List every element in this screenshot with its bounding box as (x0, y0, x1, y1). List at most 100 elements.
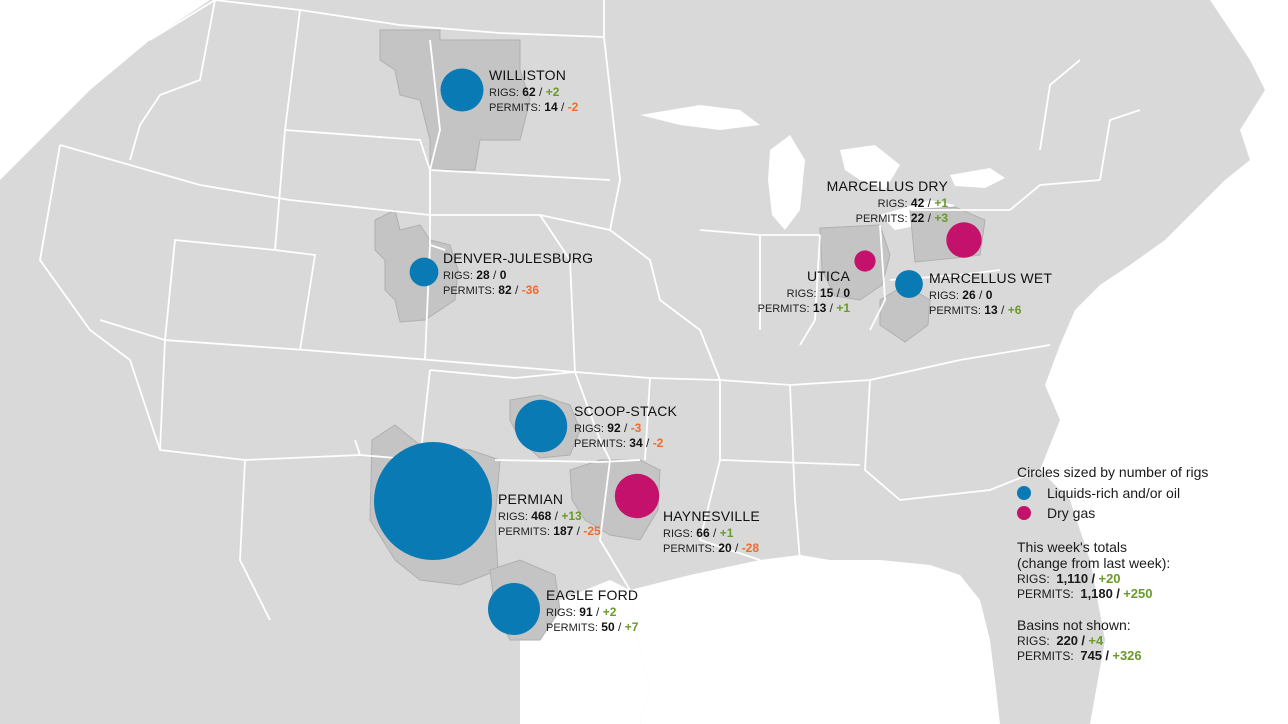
rigs-change: +2 (602, 604, 617, 619)
permits-key: PERMITS: (663, 543, 715, 556)
permits-change: -28 (741, 541, 760, 556)
not-shown-rigs-value: 220 (1056, 633, 1079, 648)
permits-change: +3 (934, 211, 948, 226)
rigs-change: 0 (985, 287, 993, 302)
permits-change: -2 (567, 100, 579, 115)
label-williston: WILLISTON RIGS: 62 / +2 PERMITS: 14 / -2 (489, 67, 578, 116)
basin-name: PERMIAN (498, 491, 564, 507)
totals-title-1: This week's totals (1017, 539, 1128, 555)
permits-key: PERMITS: (757, 303, 810, 316)
rig-circle-utica (854, 250, 876, 272)
slash: / (1116, 586, 1120, 601)
slash: / (646, 436, 650, 451)
permits-stat: PERMITS: 20 / -28 (663, 541, 760, 557)
permits-change: +6 (1007, 303, 1022, 318)
totals-title-2: (change from last week): (1017, 555, 1171, 571)
label-denver-julesburg: DENVER-JULESBURG RIGS: 28 / 0 PERMITS: 8… (443, 250, 593, 299)
rigs-change: -3 (630, 420, 642, 435)
permits-key: PERMITS: (546, 622, 598, 635)
rigs-key: RIGS: (786, 287, 817, 300)
permits-key: PERMITS: (574, 438, 626, 451)
rigs-change: 0 (843, 285, 850, 300)
rigs-value: 468 (531, 508, 552, 523)
slash: / (554, 508, 559, 523)
permits-stat: PERMITS: 13 / +1 (740, 301, 850, 317)
rigs-value: 66 (696, 525, 710, 540)
permits-key: PERMITS: (443, 285, 495, 298)
basin-markers (374, 68, 982, 635)
basin-name: SCOOP-STACK (574, 403, 678, 419)
rigs-stat: RIGS: 66 / +1 (663, 526, 760, 542)
permits-key: PERMITS: (929, 305, 981, 318)
legend-title: Circles sized by number of rigs (1017, 464, 1209, 480)
basin-name: EAGLE FORD (546, 587, 639, 603)
label-permian: PERMIAN RIGS: 468 / +13 PERMITS: 187 / -… (498, 491, 601, 540)
oil-dot-icon (1017, 486, 1031, 500)
rigs-change: 0 (499, 267, 507, 282)
slash: / (576, 524, 581, 539)
permits-value: 14 (544, 100, 558, 115)
permits-value: 13 (812, 301, 827, 316)
permits-change: +1 (836, 301, 850, 316)
legend-oil-label: Liquids-rich and/or oil (1047, 485, 1181, 501)
rig-circle-permian (374, 442, 492, 560)
slash: / (713, 525, 717, 540)
legend: Circles sized by number of rigs Liquids-… (1017, 464, 1277, 663)
weekly-totals: This week's totals (change from last wee… (1017, 539, 1277, 601)
rigs-value: 92 (607, 420, 621, 435)
permits-stat: PERMITS: 50 / +7 (546, 620, 638, 636)
rig-circle-williston (440, 68, 484, 112)
rigs-stat: RIGS: 26 / 0 (929, 288, 1052, 304)
slash: / (1091, 571, 1096, 586)
label-marcellus-dry: MARCELLUS DRY RIGS: 42 / +1 PERMITS: 22 … (820, 178, 948, 227)
not-shown-permits-change: +326 (1112, 648, 1142, 663)
permits-value: 82 (498, 283, 512, 298)
rigs-key: RIGS: (489, 86, 519, 99)
rigs-stat: RIGS: 468 / +13 (498, 509, 601, 525)
basin-name: WILLISTON (489, 67, 567, 83)
rigs-stat: RIGS: 91 / +2 (546, 605, 638, 621)
permits-key: PERMITS: (855, 213, 908, 226)
label-utica: UTICA RIGS: 15 / 0 PERMITS: 13 / +1 (740, 268, 850, 317)
rigs-key: RIGS: (1017, 572, 1050, 586)
slash: / (561, 100, 565, 115)
rig-circle-marcellus-wet (895, 270, 923, 298)
rigs-key: RIGS: (443, 269, 473, 282)
legend-gas: Dry gas (1017, 503, 1277, 523)
legend-oil: Liquids-rich and/or oil (1017, 483, 1277, 503)
not-shown-rigs: RIGS: 220 / +4 (1017, 633, 1277, 648)
permits-stat: PERMITS: 13 / +6 (929, 303, 1052, 319)
rig-circle-denver-julesburg (409, 257, 439, 287)
permits-value: 20 (718, 541, 732, 556)
totals-rigs: RIGS: 1,110 / +20 (1017, 571, 1277, 586)
not-shown-permits: PERMITS: 745 / +326 (1017, 648, 1277, 663)
rigs-value: 62 (522, 84, 536, 99)
rig-circle-scoop-stack (514, 399, 568, 453)
slash: / (1001, 303, 1005, 318)
slash: / (829, 301, 833, 316)
rigs-stat: RIGS: 28 / 0 (443, 268, 593, 284)
rig-circle-marcellus-dry (946, 222, 982, 258)
legend-gas-label: Dry gas (1047, 505, 1096, 521)
slash: / (624, 420, 628, 435)
slash: / (1105, 648, 1110, 663)
not-shown-title: Basins not shown: (1017, 617, 1131, 633)
rigs-stat: RIGS: 62 / +2 (489, 85, 578, 101)
rigs-value: 42 (910, 195, 925, 210)
rigs-stat: RIGS: 42 / +1 (820, 196, 948, 212)
rigs-key: RIGS: (663, 527, 693, 540)
rigs-key: RIGS: (498, 510, 528, 523)
permits-value: 187 (553, 524, 574, 539)
label-eagle-ford: EAGLE FORD RIGS: 91 / +2 PERMITS: 50 / +… (546, 587, 638, 636)
totals-permits-change: +250 (1123, 586, 1153, 601)
permits-value: 50 (601, 620, 615, 635)
permits-stat: PERMITS: 14 / -2 (489, 100, 578, 116)
rigs-value: 91 (579, 604, 593, 619)
permits-stat: PERMITS: 22 / +3 (820, 211, 948, 227)
permits-change: -2 (652, 436, 664, 451)
basin-name: MARCELLUS WET (929, 270, 1053, 286)
permits-stat: PERMITS: 187 / -25 (498, 524, 601, 540)
rigs-value: 28 (476, 267, 490, 282)
rigs-change: +1 (719, 525, 734, 540)
not-shown-permits-value: 745 (1080, 648, 1103, 663)
